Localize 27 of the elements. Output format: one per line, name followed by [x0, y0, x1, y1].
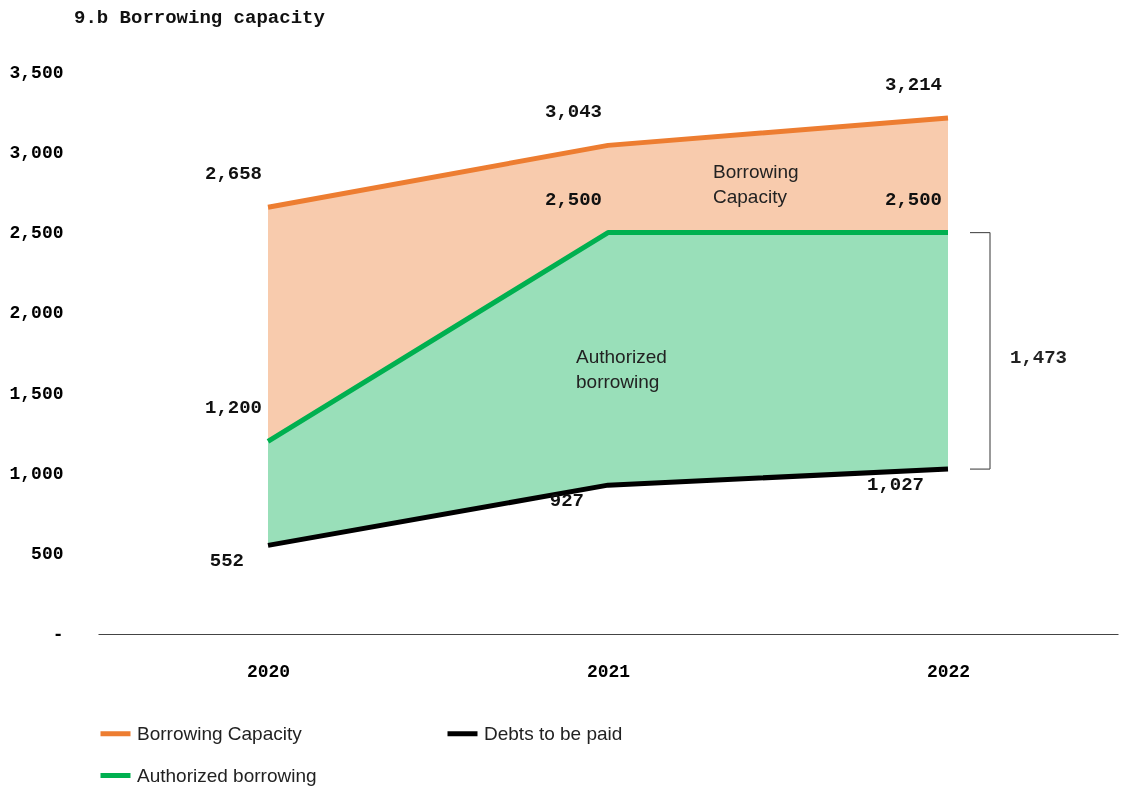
annotation: Authorized borrowing [576, 346, 667, 392]
annotation: 1,473 [1010, 347, 1068, 369]
data-label: 1,027 [866, 474, 924, 497]
y-tick-label: - [52, 624, 64, 645]
y-tick-label: 3,500 [9, 62, 64, 83]
y-tick-label: 500 [31, 544, 64, 565]
y-tick-label: 1,000 [9, 463, 64, 484]
y-tick-label: 2,000 [9, 303, 64, 324]
data-label: 1,200 [204, 397, 262, 420]
x-tick-label: 2020 [246, 661, 291, 682]
data-label: 3,043 [544, 101, 602, 124]
legend-label: Borrowing Capacity [137, 722, 303, 744]
data-label: 927 [549, 490, 584, 513]
y-tick-label: 1,500 [9, 383, 64, 404]
x-tick-label: 2021 [586, 661, 631, 682]
chart-title: 9.b Borrowing capacity [73, 7, 326, 29]
legend-label: Authorized borrowing [137, 764, 317, 786]
annotation: Borrowing Capacity [713, 161, 799, 207]
data-label: 552 [209, 550, 244, 573]
data-label: 2,658 [204, 163, 262, 186]
data-label: 3,214 [884, 73, 942, 96]
y-tick-label: 3,000 [9, 142, 64, 163]
y-tick-label: 2,500 [9, 223, 64, 244]
legend-label: Debts to be paid [484, 722, 623, 744]
data-label: 2,500 [884, 188, 942, 211]
data-label: 2,500 [544, 188, 602, 211]
x-tick-label: 2022 [926, 661, 971, 682]
